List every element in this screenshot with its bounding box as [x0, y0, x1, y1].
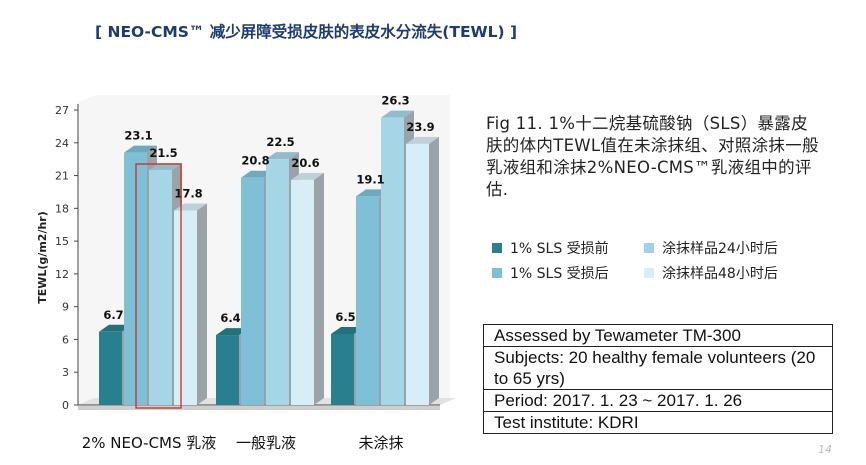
bar	[356, 196, 379, 405]
y-tick-label: 21	[55, 170, 69, 183]
slide-title: [ NEO-CMS™ 减少屏障受损皮肤的表皮水分流失(TEWL) ]	[95, 23, 518, 41]
bar-value-label: 6.5	[335, 310, 355, 324]
bar-top	[241, 170, 274, 178]
x-category-label: 一般乳液	[236, 434, 296, 452]
legend-label: 涂抹样品24小时后	[662, 241, 778, 257]
bar-side	[314, 172, 324, 405]
bar-value-label: 22.5	[266, 135, 294, 149]
x-category-label: 2% NEO-CMS 乳液	[82, 434, 217, 452]
y-tick-label: 9	[62, 301, 69, 314]
bar-top	[216, 328, 249, 336]
y-tick-label: 12	[55, 268, 69, 281]
bar-value-label: 23.9	[406, 120, 434, 134]
bar-value-label: 6.7	[103, 308, 123, 322]
legend-item-24h: 涂抹样品24小时后	[644, 238, 824, 258]
bar	[331, 333, 354, 405]
page-number: 14	[818, 443, 832, 456]
table-cell: Test institute: KDRI	[483, 411, 833, 434]
bar-top	[291, 172, 324, 180]
y-axis-title: TEWL(g/m2/hr)	[36, 211, 49, 304]
legend-label: 1% SLS 受损后	[510, 266, 609, 282]
bar-top	[99, 324, 132, 332]
bar-top	[356, 189, 389, 197]
bar	[266, 159, 289, 405]
table-cell: Period: 2017. 1. 23 ~ 2017. 1. 26	[483, 389, 833, 412]
bar	[99, 331, 122, 405]
bar-value-label: 17.8	[174, 187, 202, 201]
y-tick-label: 0	[62, 399, 69, 412]
legend-swatch	[644, 243, 654, 253]
bar	[291, 179, 314, 405]
bar	[381, 117, 404, 406]
y-tick-label: 3	[62, 366, 69, 379]
bar-value-label: 23.1	[124, 129, 152, 143]
legend-item-after-damage: 1% SLS 受损后	[492, 263, 644, 283]
bar	[149, 170, 172, 405]
x-category-label: 未涂抹	[358, 434, 403, 452]
bar-side	[197, 203, 207, 405]
bar-top	[149, 163, 182, 171]
table-row: Assessed by Tewameter TM-300	[483, 324, 833, 347]
bar	[216, 335, 239, 405]
legend-swatch	[492, 268, 502, 278]
bar	[406, 143, 429, 406]
bar-top	[381, 110, 414, 118]
bar-top	[266, 152, 299, 160]
table-row: Test institute: KDRI	[483, 411, 833, 434]
legend-label: 1% SLS 受损前	[510, 241, 609, 257]
bar	[174, 210, 197, 405]
bar-top	[174, 203, 207, 211]
bar-top	[406, 136, 439, 144]
figure-caption: Fig 11. 1%十二烷基硫酸钠（SLS）暴露皮肤的体内TEWL值在未涂抹组、…	[486, 114, 819, 199]
y-tick-label: 18	[55, 202, 69, 215]
legend-item-before-damage: 1% SLS 受损前	[492, 238, 644, 258]
legend-swatch	[492, 243, 502, 253]
bar-value-label: 20.8	[241, 154, 269, 168]
table-cell: Assessed by Tewameter TM-300	[483, 324, 833, 347]
bar-top	[331, 326, 364, 334]
chart-legend: 1% SLS 受损前 涂抹样品24小时后 1% SLS 受损后 涂抹样品48小时…	[492, 238, 832, 283]
tewl-bar-chart: 0 3 6 9 12 15 18 21 24 27 TEWL(g/m2/hr) 6.7 23.1 21.…	[36, 94, 456, 452]
legend-label: 涂抹样品48小时后	[662, 266, 778, 282]
bar-value-label: 20.6	[291, 156, 319, 170]
bar-side	[429, 136, 439, 406]
study-info-table: Assessed by Tewameter TM-300 Subjects: 2…	[483, 324, 833, 434]
y-tick-label: 27	[55, 104, 69, 117]
bar	[241, 177, 264, 405]
bar-value-label: 21.5	[149, 146, 177, 160]
bar-value-label: 19.1	[356, 172, 384, 186]
bar-top	[124, 145, 157, 153]
bar-value-label: 6.4	[220, 311, 240, 325]
legend-item-48h: 涂抹样品48小时后	[644, 263, 824, 283]
table-row: Period: 2017. 1. 23 ~ 2017. 1. 26	[483, 389, 833, 412]
y-tick-label: 24	[55, 137, 69, 150]
legend-swatch	[644, 268, 654, 278]
highlight-box	[135, 163, 182, 409]
y-tick-label: 15	[55, 235, 69, 248]
y-tick-label: 6	[62, 333, 69, 346]
table-cell: Subjects: 20 healthy female volunteers (…	[483, 346, 833, 390]
table-row: Subjects: 20 healthy female volunteers (…	[483, 346, 833, 390]
bar-value-label: 26.3	[381, 94, 409, 108]
plot-floor-edge	[78, 406, 440, 410]
